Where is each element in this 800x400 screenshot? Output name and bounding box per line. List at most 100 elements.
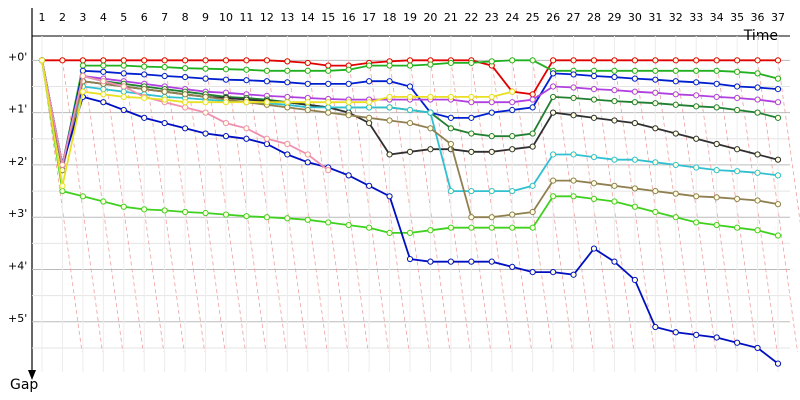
lap-point xyxy=(611,67,618,74)
lap-point xyxy=(774,85,782,93)
lap-point xyxy=(693,135,700,142)
lap-point xyxy=(447,125,454,132)
lap-point xyxy=(734,94,741,102)
x-tick-label: 26 xyxy=(546,11,560,24)
lap-point xyxy=(631,57,638,64)
lap-point xyxy=(161,96,168,103)
lap-point xyxy=(366,119,373,127)
x-tick-label: 15 xyxy=(321,11,335,24)
lap-point xyxy=(734,57,741,64)
lap-point xyxy=(488,224,495,231)
lap-point xyxy=(284,215,291,222)
lap-point xyxy=(386,193,393,200)
lap-point xyxy=(611,73,618,81)
lap-point xyxy=(529,57,536,64)
lap-point xyxy=(611,87,618,94)
lap-point xyxy=(754,151,761,158)
lap-point xyxy=(734,168,741,175)
lap-point xyxy=(652,100,659,107)
lap-point xyxy=(345,104,352,111)
x-tick-label: 17 xyxy=(362,11,376,24)
lap-point xyxy=(304,59,311,67)
lap-point xyxy=(672,78,679,85)
lap-point xyxy=(325,109,332,116)
lap-point xyxy=(79,67,86,74)
lap-point xyxy=(161,72,168,80)
lap-point xyxy=(263,67,270,74)
x-tick-label: 6 xyxy=(141,11,148,24)
lap-point xyxy=(304,80,311,87)
lap-point xyxy=(59,182,66,189)
lap-point xyxy=(345,80,352,87)
lap-point xyxy=(141,57,148,64)
lap-point xyxy=(100,198,107,205)
x-tick-label: 23 xyxy=(485,11,499,24)
lap-point xyxy=(774,172,782,179)
lap-point xyxy=(366,114,373,121)
lap-point xyxy=(754,169,761,176)
lap-point xyxy=(386,93,393,101)
lap-point xyxy=(774,114,782,121)
lap-point xyxy=(652,159,659,166)
lap-point xyxy=(284,79,291,86)
lap-point xyxy=(447,258,454,265)
lap-point xyxy=(59,57,66,64)
y-axis-arrow xyxy=(28,370,36,380)
lap-point xyxy=(774,360,782,367)
lap-point xyxy=(570,71,577,78)
lap-point xyxy=(120,62,127,69)
lap-point xyxy=(734,68,741,75)
x-tick-label: 1 xyxy=(39,11,46,24)
lap-point xyxy=(141,206,148,213)
lap-point xyxy=(427,109,434,116)
lap-point xyxy=(284,99,291,106)
lap-point xyxy=(366,224,373,231)
x-tick-label: 29 xyxy=(607,11,621,24)
lap-point xyxy=(754,197,761,204)
lap-point xyxy=(284,151,291,158)
lap-point xyxy=(284,93,291,101)
lap-point xyxy=(222,119,230,127)
x-tick-label: 24 xyxy=(505,11,519,24)
lap-point xyxy=(550,177,557,184)
lap-point xyxy=(427,146,434,153)
lap-point xyxy=(652,76,659,83)
lap-point xyxy=(100,78,107,85)
lap-point xyxy=(222,76,230,83)
lap-point xyxy=(488,187,495,195)
lap-point xyxy=(243,66,250,73)
lap-point xyxy=(509,133,516,140)
lap-point xyxy=(590,114,598,121)
lap-point xyxy=(243,57,250,64)
lap-point xyxy=(509,263,516,270)
x-tick-label: 27 xyxy=(567,11,581,24)
lap-point xyxy=(120,83,127,90)
lap-point xyxy=(754,70,761,77)
x-tick-label: 8 xyxy=(182,11,189,24)
lap-point xyxy=(672,130,679,137)
lap-point xyxy=(693,193,700,200)
lap-point xyxy=(754,57,761,64)
x-tick-label: 33 xyxy=(689,11,703,24)
lap-point xyxy=(141,85,148,93)
lap-point xyxy=(447,224,454,231)
lap-point xyxy=(468,114,475,121)
lap-point xyxy=(161,119,168,127)
lap-point xyxy=(611,182,618,189)
lap-point xyxy=(59,161,66,169)
lap-point xyxy=(141,63,148,70)
lap-point xyxy=(590,85,598,93)
lap-point xyxy=(631,276,638,284)
lap-point xyxy=(284,104,291,111)
lap-point xyxy=(222,57,230,64)
x-tick-label: 30 xyxy=(628,11,642,24)
lap-point xyxy=(672,161,679,169)
lap-point xyxy=(611,156,618,163)
x-axis-label: Time xyxy=(743,28,778,44)
lap-point xyxy=(693,331,700,338)
lap-point xyxy=(222,99,230,106)
lap-point xyxy=(631,119,638,127)
lap-point xyxy=(202,93,209,101)
lap-point xyxy=(652,187,659,195)
